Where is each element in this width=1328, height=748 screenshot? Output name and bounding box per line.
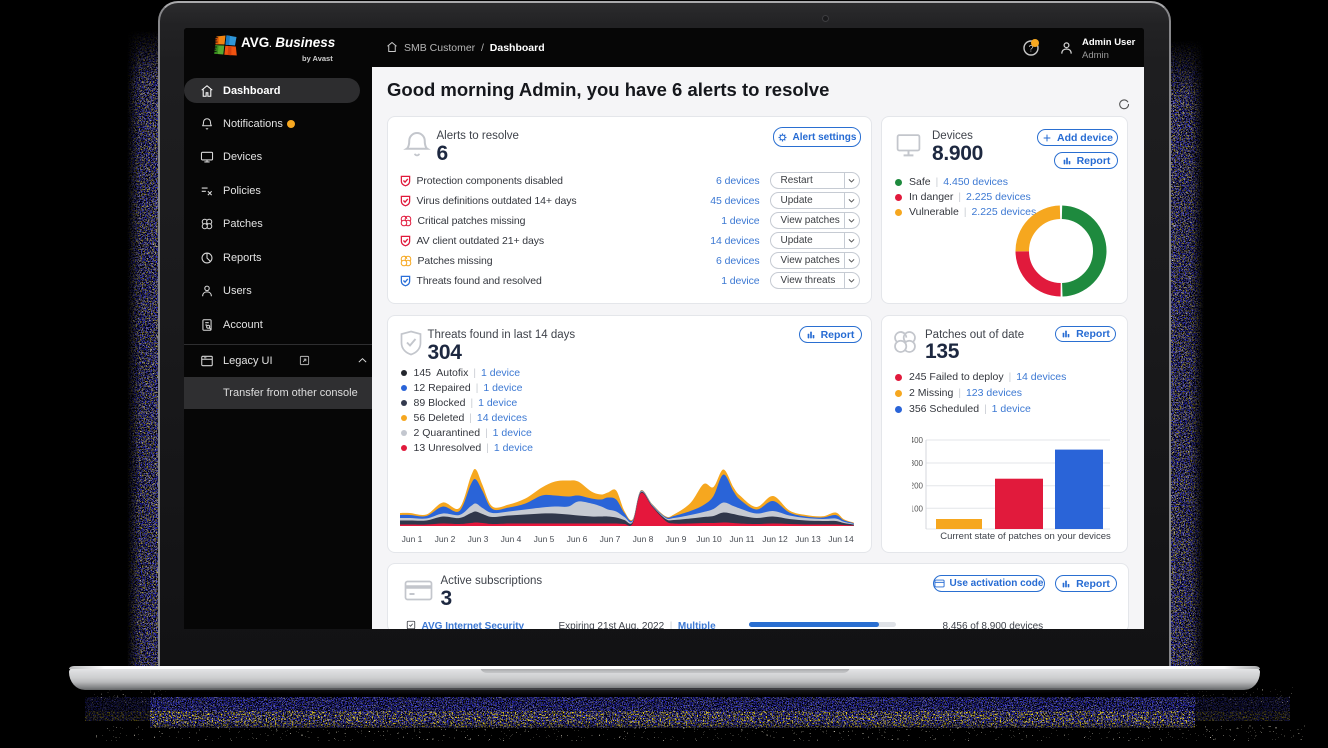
svg-text:300: 300 xyxy=(912,459,924,468)
svg-text:400: 400 xyxy=(912,436,924,445)
svg-text:100: 100 xyxy=(912,504,924,513)
svg-text:200: 200 xyxy=(912,482,924,491)
svg-text:?: ? xyxy=(1028,43,1033,53)
